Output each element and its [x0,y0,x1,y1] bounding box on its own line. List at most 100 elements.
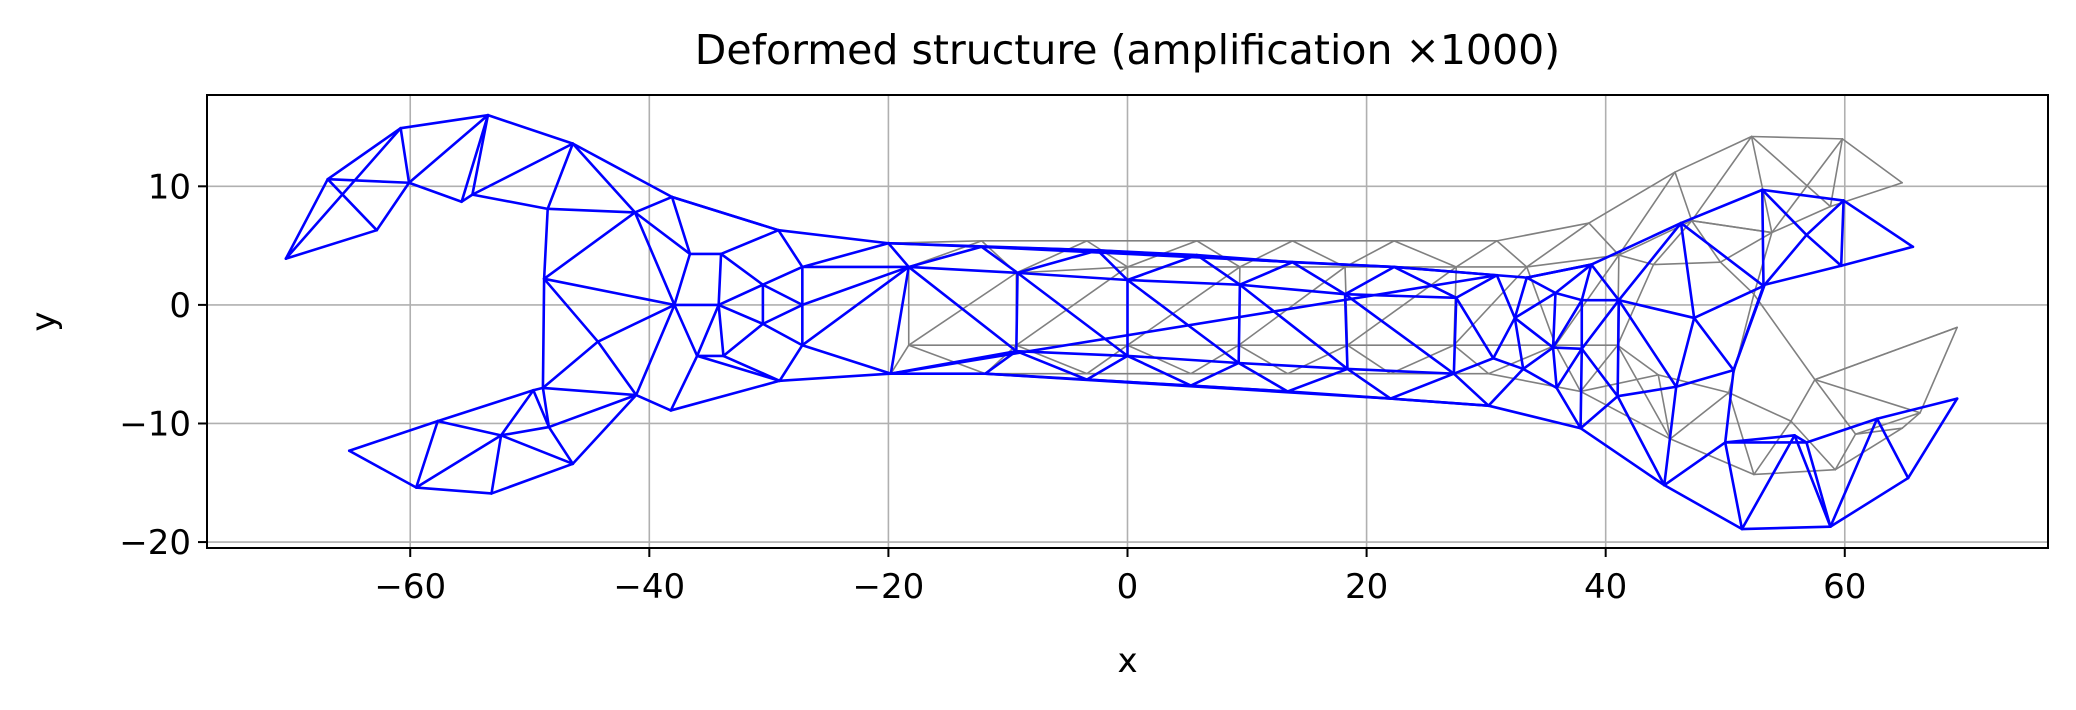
deformed-mesh-edge [1454,296,1495,360]
deformed-mesh-edge [1487,404,1582,430]
deformed-mesh-edge [1126,354,1193,387]
deformed-mesh-edge [1555,347,1584,390]
deformed-mesh-edge [1805,417,1879,444]
deformed-mesh-edge [1662,483,1744,531]
deformed-mesh-edge [633,211,676,307]
original-mesh-edge [1750,135,1773,234]
original-mesh-edge [1525,254,1620,268]
deformed-mesh-edge [1679,188,1764,225]
deformed-mesh-edge [778,372,893,383]
deformed-mesh-edge [1189,361,1240,387]
deformed-mesh-edge [1346,367,1392,400]
deformed-mesh-edge [1793,434,1832,528]
deformed-mesh-edge [1760,188,1765,288]
original-mesh-edge [1525,222,1590,268]
deformed-mesh-edge [1842,199,1915,249]
original-mesh-edge [1389,344,1455,375]
deformed-mesh-edge [1238,283,1347,296]
deformed-mesh-edge [1096,249,1129,282]
deformed-mesh-edge [596,340,638,397]
deformed-mesh-edge [717,303,725,358]
deformed-mesh-edge [541,277,546,390]
deformed-mesh-edge [1492,356,1525,371]
deformed-mesh-edge [436,388,535,423]
x-tick-label: 20 [1345,567,1388,607]
deformed-mesh-edge [1580,347,1619,398]
x-tick-label: 60 [1823,567,1866,607]
deformed-mesh-edge [1906,397,1959,480]
deformed-mesh-edge [326,177,411,185]
deformed-mesh-edge [1679,221,1765,288]
deformed-mesh-edge [722,322,765,358]
deformed-mesh-edge [499,388,535,437]
deformed-mesh-edge [532,386,545,392]
deformed-mesh-edge [1016,271,1129,282]
deformed-mesh-edge [407,181,463,204]
deformed-mesh-edge [695,303,720,358]
original-mesh-edge [1750,135,1844,140]
deformed-mesh-edge [633,211,692,256]
deformed-mesh-edge [407,113,490,185]
deformed-mesh-edge [1343,292,1349,371]
deformed-mesh-edge [1513,291,1557,320]
original-mesh-edge [1657,374,1672,440]
original-mesh-edge [1196,240,1241,268]
deformed-mesh-edge [1487,367,1525,407]
original-mesh-edge [1616,344,1660,376]
original-mesh-edge [1579,344,1619,393]
deformed-mesh-edge [889,265,911,375]
deformed-mesh-edge [1805,199,1845,237]
deformed-mesh-edge [1237,361,1289,393]
deformed-mesh-edge [633,195,674,214]
deformed-mesh-edge [1126,354,1240,365]
deformed-mesh-edge [1617,298,1678,389]
original-mesh-edge [1790,378,1816,422]
deformed-mesh-edge [1551,298,1584,349]
deformed-mesh-edge [486,113,575,145]
deformed-mesh-edge [1126,278,1242,287]
deformed-mesh-edge [1617,298,1696,320]
deformed-mesh-edge [761,283,804,307]
original-mesh-edge [1496,240,1528,268]
deformed-mesh-edge [1513,316,1555,349]
deformed-mesh-edge [542,211,637,281]
deformed-mesh-edge [1551,346,1584,351]
deformed-mesh-edge [1452,296,1458,375]
original-mesh-edge [1814,326,1958,381]
deformed-mesh-edge [1590,221,1683,266]
deformed-mesh-edge [717,303,765,326]
original-mesh-edge [1015,266,1129,274]
deformed-mesh-edge [542,207,550,281]
deformed-mesh-edge [1839,199,1845,268]
deformed-mesh-edge [596,303,676,343]
deformed-mesh-edge [1238,260,1294,287]
deformed-mesh-edge [1579,347,1584,430]
deformed-mesh-edge [347,419,440,453]
deformed-mesh-edge [1126,253,1199,282]
deformed-mesh-edge [717,252,723,307]
deformed-mesh-edge [471,142,575,196]
original-mesh-edge [1829,138,1844,208]
deformed-mesh-edge [1237,283,1242,365]
deformed-mesh-edge [1554,263,1593,295]
x-tick-label: −40 [613,567,685,607]
deformed-mesh-edge [1452,372,1490,407]
deformed-mesh-edge [717,283,765,307]
deformed-mesh-edge [1763,264,1843,287]
x-tick-label: −20 [853,567,925,607]
deformed-mesh-edge [777,228,890,245]
deformed-mesh-edge [1389,397,1490,407]
deformed-mesh-edge [907,265,1019,275]
original-mesh-edge [1393,240,1458,268]
deformed-mesh-edge [1616,394,1666,487]
x-axis-label: x [1117,641,1137,681]
deformed-mesh-edge [326,177,379,232]
y-tick-label: −20 [119,523,191,563]
deformed-mesh-edge [1674,368,1735,389]
deformed-mesh-edge [460,193,474,204]
original-mesh-edge [1841,138,1903,184]
deformed-mesh-edge [284,177,330,260]
original-mesh-edge [1344,240,1395,268]
deformed-mesh-edge [695,354,781,383]
